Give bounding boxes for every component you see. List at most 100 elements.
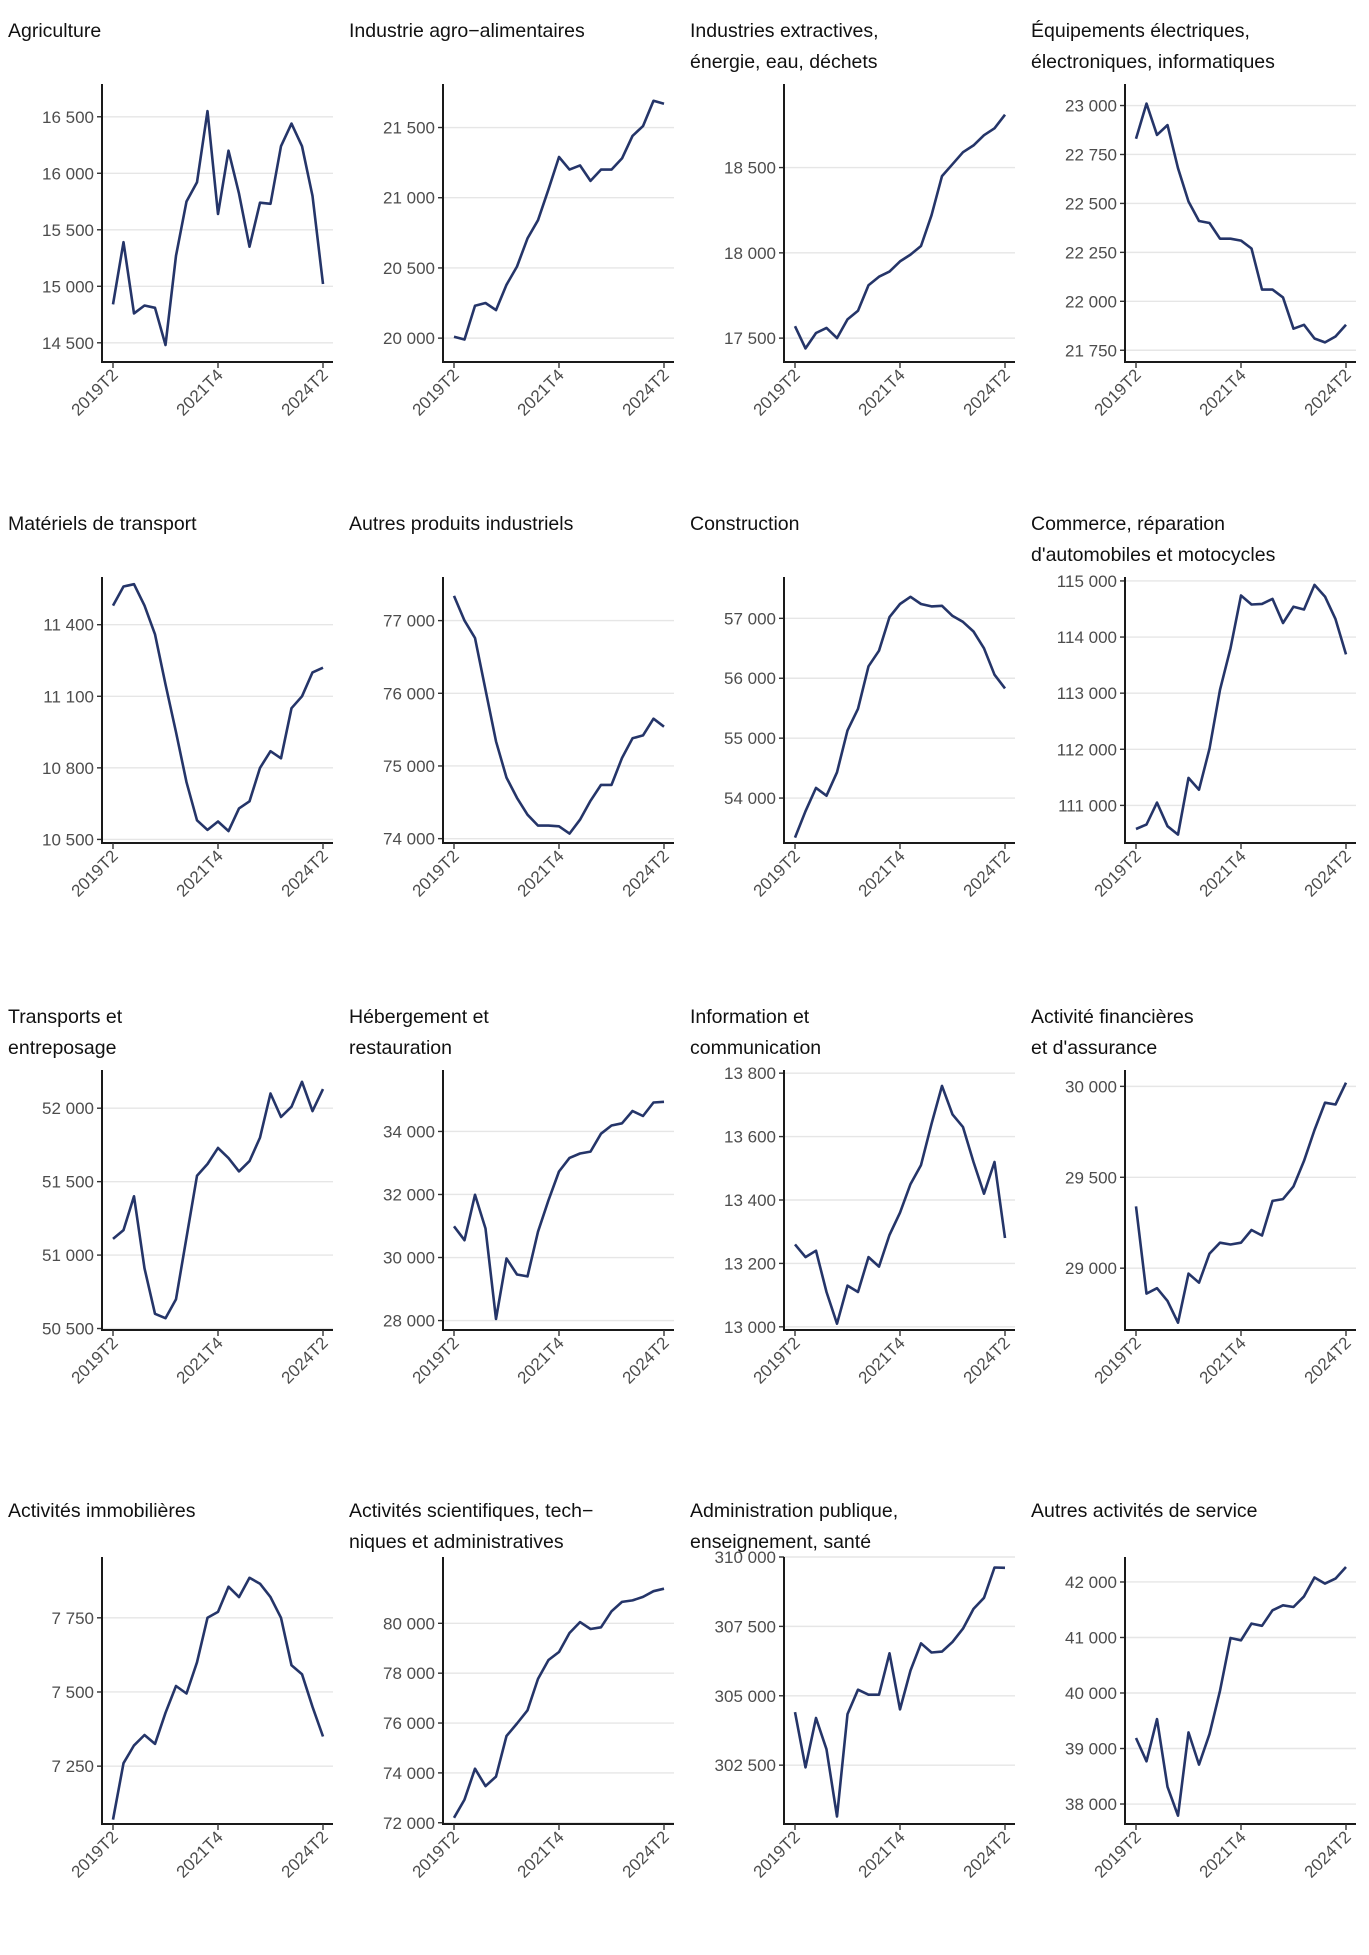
x-tick-label: 2024T2: [278, 1827, 332, 1881]
y-tick-label: 21 750: [1065, 341, 1117, 360]
chart-title: Activités scientifiques, tech− niques et …: [349, 1500, 594, 1553]
y-tick-label: 22 750: [1065, 145, 1117, 164]
chart-panel: Autres activités de service 38 000 39 000 4…: [1023, 1480, 1365, 1955]
x-tick-label: 2019T2: [750, 365, 804, 419]
y-tick-label: 22 250: [1065, 243, 1117, 262]
y-tick-label: 57 000: [724, 609, 776, 628]
x-tick-label: 2024T2: [619, 846, 673, 900]
x-tick-label: 2021T4: [514, 846, 568, 900]
chart-panel: Information et communication 13 000 13 200 1…: [682, 986, 1024, 1461]
y-tick-label: 13 000: [724, 1318, 776, 1337]
y-tick-label: 10 500: [42, 830, 94, 849]
y-tick-label: 76 000: [383, 684, 435, 703]
chart-title: Construction: [690, 513, 800, 535]
x-tick-label: 2021T4: [855, 1333, 909, 1387]
y-tick-label: 30 000: [1065, 1077, 1117, 1096]
y-tick-label: 32 000: [383, 1185, 435, 1204]
x-tick-label: 2019T2: [409, 365, 463, 419]
y-tick-label: 13 200: [724, 1254, 776, 1273]
chart-panel: Autres produits industriels 74 000 75 000 7…: [341, 493, 683, 968]
chart-svg: 20 000 20 500 21 000 21 500 2019T2 2021T4 2024…: [383, 84, 674, 420]
x-tick-label: 2021T4: [173, 1827, 227, 1881]
x-tick-label: 2024T2: [619, 1333, 673, 1387]
x-tick-label: 2024T2: [960, 1333, 1014, 1387]
x-tick-label: 2021T4: [173, 846, 227, 900]
x-tick-label: 2021T4: [1196, 365, 1250, 419]
chart-panel: Activités scientifiques, tech− niques et …: [341, 1480, 683, 1955]
y-tick-label: 23 000: [1065, 97, 1117, 116]
series-line: [452, 1587, 665, 1819]
series-line: [452, 595, 665, 835]
chart-title: Équipements électriques, électroniques, i…: [1031, 20, 1275, 73]
x-tick-label: 2021T4: [855, 1827, 909, 1881]
y-tick-label: 28 000: [383, 1312, 435, 1331]
chart-title: Industrie agro−alimentaires: [349, 20, 585, 42]
x-tick-label: 2024T2: [1301, 1827, 1355, 1881]
x-tick-label: 2021T4: [855, 365, 909, 419]
chart-svg: 50 500 51 000 51 500 52 000 2019T2 2021T4 2024…: [42, 1070, 333, 1388]
chart-title: Information et communication: [690, 1006, 822, 1059]
y-tick-label: 51 500: [42, 1173, 94, 1192]
y-tick-label: 34 000: [383, 1122, 435, 1141]
series-line: [452, 1100, 665, 1321]
x-tick-label: 2019T2: [750, 1827, 804, 1881]
y-tick-label: 112 000: [1057, 740, 1117, 759]
chart-svg: 111 000 112 000 113 000 114 000 115 000 2019T…: [1057, 572, 1356, 901]
y-tick-label: 13 600: [724, 1128, 776, 1147]
chart-svg: 17 500 18 000 18 500 2019T2 2021T4 2024T2: [724, 84, 1015, 420]
y-tick-label: 20 000: [383, 329, 435, 348]
series-line: [1134, 1566, 1347, 1817]
chart-panel: Équipements électriques, électroniques, i…: [1023, 0, 1365, 475]
series-line: [111, 109, 325, 347]
chart-title: Autres activités de service: [1031, 1500, 1258, 1522]
chart-svg: 38 000 39 000 40 000 41 000 42 000 2019T2 2021…: [1065, 1557, 1356, 1882]
small-multiples-grid: Agriculture 14 500 15 000 15 500 16 000 16 50…: [0, 0, 1365, 1882]
series-line: [1134, 1082, 1348, 1324]
y-tick-label: 20 500: [383, 259, 435, 278]
y-tick-label: 40 000: [1065, 1684, 1117, 1703]
x-tick-label: 2019T2: [68, 1333, 122, 1387]
chart-svg: 10 500 10 800 11 100 11 400 2019T2 2021T4 2024…: [42, 577, 333, 901]
x-tick-label: 2024T2: [619, 365, 673, 419]
chart-svg: 74 000 75 000 76 000 77 000 2019T2 2021T4 2024…: [383, 577, 674, 901]
x-tick-label: 2019T2: [1091, 1827, 1145, 1881]
x-tick-label: 2021T4: [514, 1827, 568, 1881]
y-tick-label: 21 000: [383, 189, 435, 208]
series-line: [793, 113, 1007, 350]
x-tick-label: 2024T2: [1301, 846, 1355, 900]
y-tick-label: 29 500: [1065, 1168, 1117, 1187]
y-tick-label: 115 000: [1057, 572, 1117, 591]
x-tick-label: 2019T2: [68, 365, 122, 419]
x-tick-label: 2021T4: [1196, 1827, 1250, 1881]
chart-title: Matériels de transport: [8, 513, 197, 535]
y-tick-label: 11 100: [43, 687, 94, 706]
chart-title: Activités immobilières: [8, 1500, 196, 1522]
x-tick-label: 2024T2: [1301, 365, 1355, 419]
y-tick-label: 75 000: [383, 757, 435, 776]
x-tick-label: 2024T2: [1301, 1333, 1355, 1387]
series-line: [111, 582, 324, 833]
series-line: [1134, 102, 1347, 344]
chart-panel: Matériels de transport 10 500 10 800 11 100…: [0, 493, 342, 968]
x-tick-label: 2024T2: [278, 1333, 332, 1387]
chart-panel: Commerce, réparation d'automobiles et mot…: [1023, 493, 1365, 968]
chart-title: Activité financières et d'assurance: [1031, 1006, 1194, 1059]
y-tick-label: 76 000: [383, 1714, 435, 1733]
chart-svg: 21 750 22 000 22 250 22 500 22 750 23 000 2019…: [1065, 84, 1356, 420]
chart-svg: 13 000 13 200 13 400 13 600 13 800 2019T2 2021…: [724, 1064, 1015, 1388]
y-tick-label: 56 000: [724, 669, 776, 688]
x-tick-label: 2019T2: [409, 846, 463, 900]
y-tick-label: 42 000: [1065, 1573, 1117, 1592]
y-tick-label: 15 000: [42, 277, 94, 296]
x-tick-label: 2021T4: [514, 1333, 568, 1387]
y-tick-label: 307 500: [715, 1617, 776, 1636]
y-tick-label: 29 000: [1065, 1259, 1117, 1278]
y-tick-label: 77 000: [383, 612, 435, 631]
x-tick-label: 2021T4: [855, 846, 909, 900]
x-tick-label: 2021T4: [173, 1333, 227, 1387]
chart-title: Transports et entreposage: [8, 1006, 123, 1059]
y-tick-label: 16 500: [42, 108, 94, 127]
y-tick-label: 113 000: [1057, 684, 1117, 703]
x-tick-label: 2019T2: [68, 1827, 122, 1881]
x-tick-label: 2021T4: [173, 365, 227, 419]
